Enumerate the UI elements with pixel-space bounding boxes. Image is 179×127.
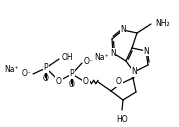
Text: O⁻: O⁻ [21,68,31,77]
Text: N: N [110,49,116,58]
Text: OH: OH [62,52,74,61]
Text: HO: HO [116,115,128,124]
Text: O: O [56,76,62,85]
Text: P: P [44,64,48,73]
Text: O: O [69,80,75,89]
Text: N: N [131,67,137,76]
Text: N: N [143,46,149,55]
Text: O: O [43,74,49,83]
Text: Na⁺: Na⁺ [94,52,109,61]
Text: O: O [116,77,122,86]
Text: O: O [83,76,89,85]
Text: O⁻: O⁻ [84,57,94,66]
Text: N: N [120,26,126,35]
Text: P: P [70,69,74,78]
Text: NH₂: NH₂ [155,19,170,28]
Text: Na⁺: Na⁺ [4,66,19,75]
